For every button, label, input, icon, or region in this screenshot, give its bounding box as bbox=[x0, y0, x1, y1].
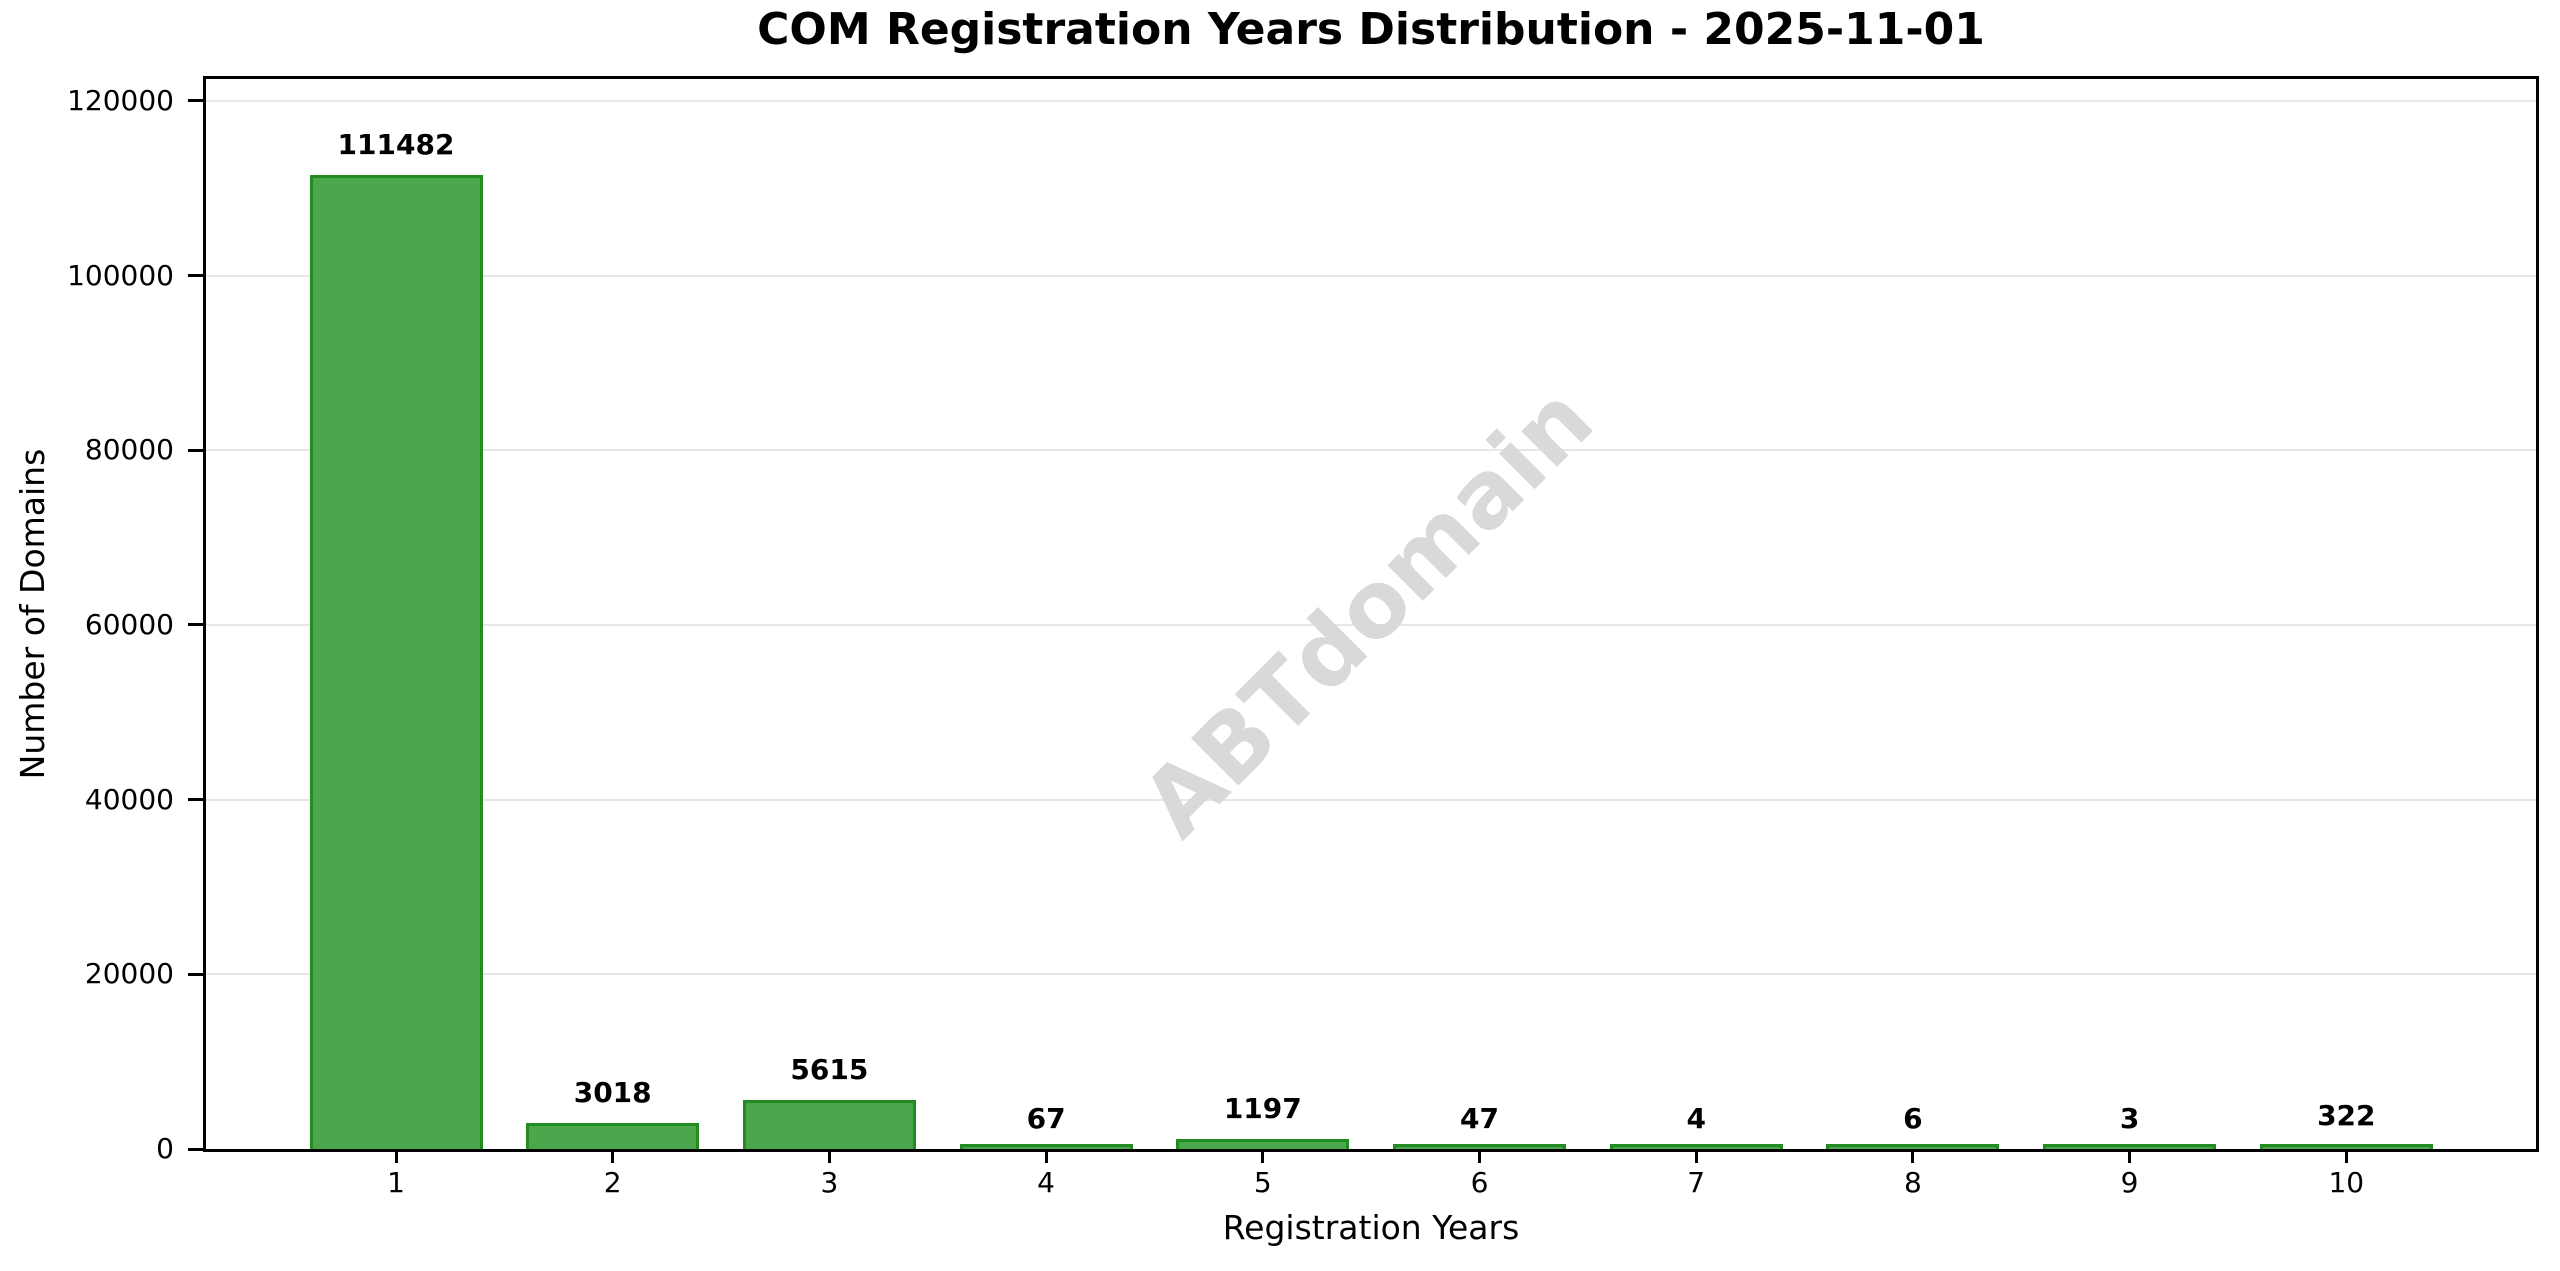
bar bbox=[959, 1144, 1133, 1149]
x-tick-label: 10 bbox=[2328, 1166, 2365, 1199]
bar bbox=[1393, 1144, 1566, 1149]
y-tick-label: 20000 bbox=[84, 957, 174, 991]
bar-value-label: 4 bbox=[1686, 1102, 1706, 1136]
y-tick-label: 120000 bbox=[67, 83, 174, 117]
y-tick-mark bbox=[188, 1147, 203, 1151]
bar-value-label: 47 bbox=[1460, 1101, 1499, 1135]
bar bbox=[526, 1122, 700, 1149]
bar bbox=[1826, 1144, 2000, 1149]
bar bbox=[1176, 1138, 1350, 1149]
x-tick-mark bbox=[1044, 1152, 1048, 1163]
x-tick-mark bbox=[1694, 1152, 1698, 1163]
bar-value-label: 322 bbox=[2317, 1099, 2376, 1133]
x-tick-mark bbox=[1261, 1152, 1265, 1163]
y-tick-mark bbox=[188, 274, 203, 278]
gridline bbox=[206, 274, 2536, 277]
x-tick-label: 6 bbox=[1470, 1166, 1489, 1199]
x-tick-mark bbox=[2128, 1152, 2132, 1163]
watermark: ABTdomain bbox=[1121, 365, 1614, 858]
x-tick-label: 3 bbox=[820, 1166, 839, 1199]
x-tick-mark bbox=[2344, 1152, 2348, 1163]
y-tick-label: 80000 bbox=[84, 433, 174, 467]
gridline bbox=[206, 798, 2536, 801]
bar-value-label: 67 bbox=[1026, 1101, 1066, 1135]
x-tick-label: 9 bbox=[2120, 1166, 2139, 1199]
bar-value-label: 5615 bbox=[790, 1053, 869, 1087]
x-tick-label: 8 bbox=[1903, 1166, 1922, 1199]
y-tick-label: 60000 bbox=[84, 607, 174, 641]
x-tick-mark bbox=[394, 1152, 398, 1163]
gridline bbox=[206, 973, 2536, 976]
x-tick-mark bbox=[611, 1152, 615, 1163]
y-tick-label: 40000 bbox=[84, 782, 174, 816]
bar bbox=[2043, 1144, 2217, 1149]
bar bbox=[309, 175, 483, 1149]
y-tick-mark bbox=[188, 448, 203, 452]
bar bbox=[1609, 1144, 1783, 1149]
x-tick-label: 4 bbox=[1037, 1166, 1055, 1199]
bar-value-label: 3018 bbox=[573, 1075, 652, 1109]
bar-value-label: 1197 bbox=[1223, 1091, 1302, 1125]
gridline bbox=[206, 449, 2536, 452]
bar bbox=[2259, 1144, 2433, 1149]
gridline bbox=[206, 99, 2536, 102]
x-axis-title: Registration Years bbox=[1222, 1208, 1520, 1247]
y-tick-mark bbox=[188, 972, 203, 976]
x-tick-label: 1 bbox=[387, 1166, 405, 1199]
x-tick-label: 7 bbox=[1687, 1166, 1706, 1199]
chart-title: COM Registration Years Distribution - 20… bbox=[757, 4, 1985, 55]
y-tick-mark bbox=[188, 623, 203, 627]
x-tick-label: 5 bbox=[1253, 1166, 1272, 1199]
y-tick-label: 0 bbox=[156, 1132, 174, 1165]
y-tick-label: 100000 bbox=[67, 258, 174, 292]
plot-area: ABTdomain 111482 3018 5615 67 1197 47 4 6 3 322 bbox=[203, 76, 2539, 1152]
bar-value-label: 6 bbox=[1903, 1102, 1923, 1136]
y-tick-mark bbox=[188, 798, 203, 802]
x-tick-mark bbox=[827, 1152, 831, 1163]
x-tick-mark bbox=[1911, 1152, 1915, 1163]
y-tick-mark bbox=[188, 99, 203, 103]
bar bbox=[742, 1099, 916, 1149]
bar-value-label: 111482 bbox=[337, 128, 455, 162]
x-tick-label: 2 bbox=[603, 1166, 622, 1199]
gridline bbox=[206, 623, 2536, 626]
bar-value-label: 3 bbox=[2119, 1102, 2140, 1136]
x-tick-mark bbox=[1478, 1152, 1481, 1163]
